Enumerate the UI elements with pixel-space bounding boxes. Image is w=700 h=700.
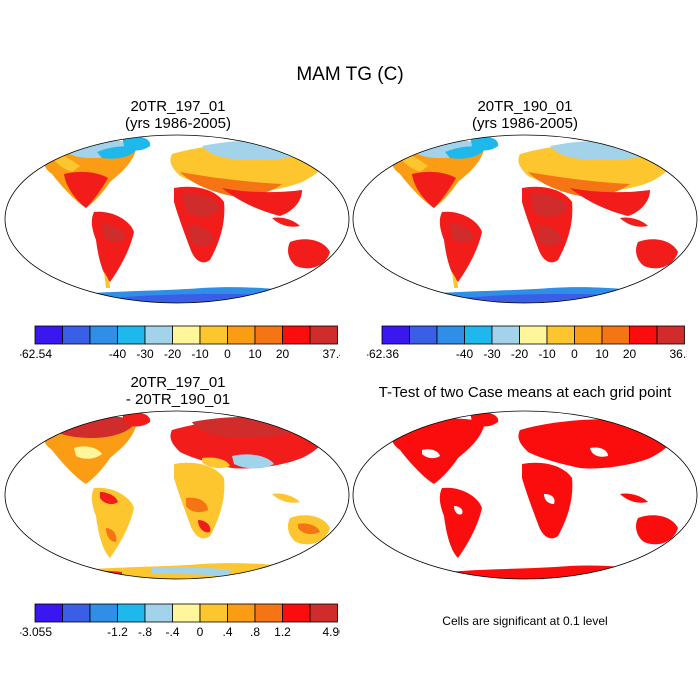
map-4-greenland	[470, 411, 499, 427]
map-2-australia	[636, 239, 678, 269]
cb2-swatch-0	[381, 325, 410, 345]
cb1-swatch-2	[89, 325, 118, 345]
cb2-label-8: 36.32	[669, 347, 687, 361]
map-1-greenland	[122, 135, 151, 151]
map-panel-3	[4, 410, 350, 580]
colorbar-1: -62.54 -40 -30 -20 -10 0 10 20 37.43	[20, 325, 340, 361]
panel-1-title-line2: (yrs 1986-2005)	[125, 115, 231, 132]
cb3-swatch-9	[282, 603, 311, 623]
map-panel-4	[352, 410, 698, 580]
cb2-label-7: 20	[623, 347, 637, 361]
cb2-label-1: -40	[456, 347, 474, 361]
map-1-australia	[288, 239, 330, 269]
cb1-label-6: 10	[248, 347, 262, 361]
cb2-label-2: -30	[483, 347, 501, 361]
cb3-swatch-6	[199, 603, 228, 623]
colorbar-2: -62.36 -40 -30 -20 -10 0 10 20 36.32	[367, 325, 687, 361]
map-4-north-america	[391, 418, 485, 484]
cb3-swatch-2	[89, 603, 118, 623]
map-2-south-america	[439, 211, 482, 282]
cb3-swatch-5	[172, 603, 201, 623]
panel-title-4: T-Test of two Case means at each grid po…	[350, 384, 700, 401]
significance-note: Cells are significant at 0.1 level	[442, 614, 608, 628]
map-panel-2	[352, 134, 698, 304]
cb3-label-1: -1.2	[107, 625, 128, 639]
cb2-swatch-1	[409, 325, 438, 345]
map-3-greenland	[122, 411, 151, 427]
panel-1-title-line1: 20TR_197_01	[130, 98, 226, 115]
cb2-label-0: -62.36	[367, 347, 399, 361]
cb1-label-1: -40	[109, 347, 127, 361]
cb3-label-7: 1.2	[274, 625, 291, 639]
cb1-swatch-8	[254, 325, 283, 345]
cb1-label-5: 0	[224, 347, 231, 361]
cb3-label-2: -.8	[138, 625, 152, 639]
cb2-label-3: -20	[511, 347, 529, 361]
cb2-swatch-8	[601, 325, 630, 345]
cb3-swatch-7	[227, 603, 256, 623]
cb1-label-7: 20	[276, 347, 290, 361]
main-title: MAM TG (C)	[296, 64, 404, 85]
cb1-label-0: -62.54	[20, 347, 52, 361]
map-panel-1	[4, 134, 350, 304]
cb2-swatch-4	[491, 325, 520, 345]
cb1-swatch-10	[309, 325, 338, 345]
colorbar-3: -3.055 -1.2 -.8 -.4 0 .4 .8 1.2 4.909	[20, 603, 340, 639]
panel-3-title-line1: 20TR_197_01	[130, 374, 226, 391]
cb2-label-4: -10	[538, 347, 556, 361]
map-4-eurasia	[518, 419, 674, 469]
panel-title-3: 20TR_197_01 - 20TR_190_01	[28, 374, 328, 408]
cb2-label-6: 10	[595, 347, 609, 361]
cb1-swatch-1	[62, 325, 91, 345]
cb2-swatch-5	[519, 325, 548, 345]
map-4-south-america	[439, 487, 482, 558]
cb2-swatch-9	[629, 325, 658, 345]
panel-title-2: 20TR_190_01 (yrs 1986-2005)	[375, 98, 675, 132]
cb1-label-8: 37.43	[322, 347, 340, 361]
panel-2-title-line1: 20TR_190_01	[477, 98, 573, 115]
cb3-swatch-0	[34, 603, 63, 623]
cb3-label-5: .4	[222, 625, 232, 639]
cb2-swatch-6	[546, 325, 575, 345]
cb3-swatch-8	[254, 603, 283, 623]
cb2-swatch-7	[574, 325, 603, 345]
cb1-swatch-9	[282, 325, 311, 345]
cb3-label-6: .8	[250, 625, 260, 639]
panel-4-title-line1: T-Test of two Case means at each grid po…	[378, 384, 672, 401]
cb1-swatch-3	[117, 325, 146, 345]
map-4-australia	[636, 515, 678, 545]
cb3-label-4: 0	[197, 625, 204, 639]
cb3-swatch-3	[117, 603, 146, 623]
cb1-label-3: -20	[164, 347, 182, 361]
map-1-south-america	[91, 211, 134, 282]
panel-3-title-line2: - 20TR_190_01	[125, 391, 231, 408]
cb1-swatch-6	[199, 325, 228, 345]
cb1-label-2: -30	[136, 347, 154, 361]
cb2-swatch-3	[464, 325, 493, 345]
cb2-swatch-10	[656, 325, 685, 345]
cb3-swatch-1	[62, 603, 91, 623]
cb3-label-8: 4.909	[322, 625, 340, 639]
panel-2-title-line2: (yrs 1986-2005)	[472, 115, 578, 132]
cb1-swatch-4	[144, 325, 173, 345]
map-3-south-america	[91, 487, 134, 558]
cb1-swatch-5	[172, 325, 201, 345]
cb3-swatch-10	[309, 603, 338, 623]
cb1-swatch-7	[227, 325, 256, 345]
cb1-swatch-0	[34, 325, 63, 345]
cb3-label-3: -.4	[165, 625, 179, 639]
cb2-label-5: 0	[571, 347, 578, 361]
map-2-greenland	[470, 135, 499, 151]
cb3-swatch-4	[144, 603, 173, 623]
map-4-antarctica	[420, 565, 650, 579]
cb1-label-4: -10	[191, 347, 209, 361]
cb3-label-0: -3.055	[20, 625, 52, 639]
panel-title-1: 20TR_197_01 (yrs 1986-2005)	[28, 98, 328, 132]
cb2-swatch-2	[436, 325, 465, 345]
